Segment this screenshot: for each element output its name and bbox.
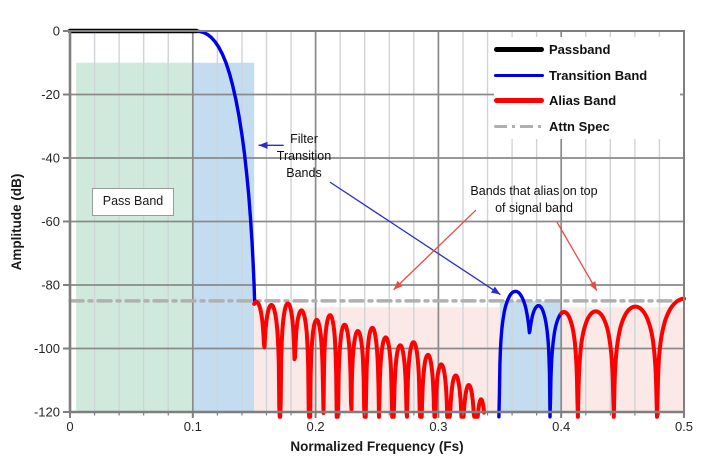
y-axis-title: Amplitude (dB) — [9, 173, 24, 271]
transition-arrow-right-head — [490, 286, 501, 295]
transition-arrow-left-head — [258, 141, 268, 149]
x-tick-label: 0.4 — [552, 419, 570, 434]
legend-item-transition-band: Transition Band — [494, 63, 680, 89]
alias-band-curve-2 — [559, 296, 686, 419]
x-axis-title: Normalized Frequency (Fs) — [290, 439, 464, 454]
filter-transition-bands-annotation: Filter Transition Bands — [256, 131, 352, 182]
x-tick-label: 0.2 — [307, 419, 325, 434]
legend-marker-dashdot-line — [494, 124, 544, 128]
legend-item-attn-spec: Attn Spec — [494, 114, 680, 140]
annotation-line: of signal band — [495, 200, 573, 215]
legend-item-alias-band: Alias Band — [494, 88, 680, 114]
legend-item-passband: Passband — [494, 37, 680, 63]
y-tick-label: -80 — [41, 278, 60, 293]
alias-arrow-left-head — [393, 280, 403, 290]
alias-arrow-right-head — [589, 281, 597, 291]
annotation-line: Filter — [290, 132, 318, 146]
annotation-line: Bands that alias on top — [470, 184, 598, 198]
legend-label: Transition Band — [549, 67, 648, 83]
y-tick-label: -60 — [41, 214, 60, 229]
legend-label: Passband — [549, 42, 611, 58]
y-tick-label: 0 — [53, 24, 60, 39]
y-tick-label: -100 — [34, 341, 60, 356]
transition-arrow-right — [329, 181, 501, 296]
region-pass-band — [76, 62, 193, 412]
alias-bands-annotation: Bands that alias on top of signal band — [446, 183, 622, 216]
annotation-line: Bands — [286, 166, 322, 180]
legend: Passband Transition Band Alias Band Attn Sp… — [494, 37, 680, 139]
alias-arrow-left — [393, 209, 477, 291]
x-tick-label: 0.3 — [429, 419, 447, 434]
annotation-line: Transition — [276, 149, 332, 163]
y-tick-label: -20 — [41, 87, 60, 102]
pass-band-label: Pass Band — [92, 188, 174, 216]
x-tick-label: 0 — [66, 419, 73, 434]
x-tick-label: 0.1 — [184, 419, 202, 434]
legend-marker-line — [494, 47, 544, 53]
y-tick-label: -40 — [41, 151, 60, 166]
legend-label: Attn Spec — [549, 118, 610, 134]
legend-marker-line — [494, 73, 544, 77]
alias-band-curve-1 — [252, 299, 487, 419]
transition-band-curve — [191, 29, 257, 303]
legend-marker-line — [494, 98, 544, 104]
alias-arrow-right — [556, 221, 598, 292]
y-tick-label: -120 — [34, 405, 60, 420]
legend-label: Alias Band — [549, 93, 617, 109]
signal-alias-band-curve — [497, 289, 563, 419]
region-transition-band — [192, 62, 255, 412]
x-tick-label: 0.5 — [675, 419, 693, 434]
